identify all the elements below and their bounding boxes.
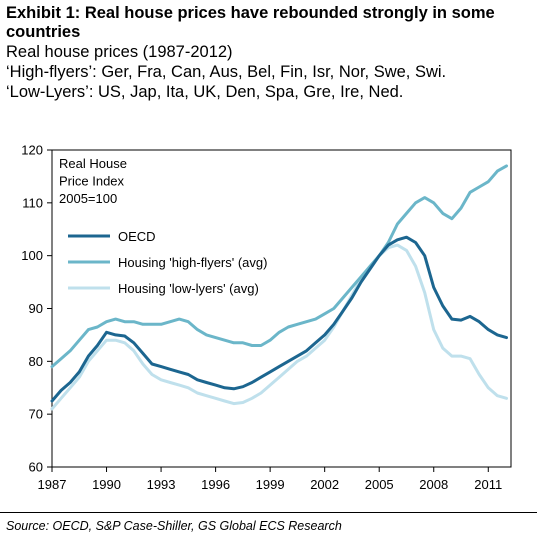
subtitle-line-1: Real house prices (1987-2012): [6, 43, 233, 61]
legend-label-2: Housing 'low-lyers' (avg): [118, 281, 259, 296]
chart-header: Exhibit 1: Real house prices have reboun…: [6, 4, 534, 102]
line-chart: 60 70 80 90 100 110 120 1987 1990 1993 1996 1999 200…: [21, 143, 512, 492]
annotation-line-1: Real House: [59, 156, 127, 171]
series-line-1: [50, 164, 508, 369]
subtitle-line-2: ‘High-flyers’: Ger, Fra, Can, Aus, Bel, …: [6, 63, 447, 81]
source-divider: [0, 512, 537, 513]
x-tick-label: 1990: [92, 477, 121, 492]
legend-label-0: OECD: [118, 229, 156, 244]
x-tick-label: 2008: [419, 477, 448, 492]
x-tick-label: 2005: [365, 477, 394, 492]
x-tick-label: 1993: [147, 477, 176, 492]
annotation-line-2: Price Index: [59, 174, 125, 189]
x-tick-label: 1996: [201, 477, 230, 492]
annotation-line-3: 2005=100: [59, 191, 117, 206]
y-tick-label: 80: [29, 354, 43, 369]
y-tick-label: 70: [29, 407, 43, 422]
y-tick-label: 90: [29, 301, 43, 316]
y-tick-label: 60: [29, 460, 43, 475]
x-tick-label: 1999: [256, 477, 285, 492]
x-tick-label: 2002: [310, 477, 339, 492]
source-note: Source: OECD, S&P Case-Shiller, GS Globa…: [6, 519, 342, 533]
series-line-2: [50, 243, 508, 411]
x-tick-label: 1987: [38, 477, 67, 492]
y-tick-label: 100: [21, 248, 43, 263]
subtitle-line-3: ‘Low-Lyers’: US, Jap, Ita, UK, Den, Spa,…: [6, 83, 404, 101]
y-tick-label: 120: [21, 143, 43, 158]
y-tick-label: 110: [22, 195, 43, 210]
series-line-0: [50, 235, 508, 403]
chart-series: [50, 164, 508, 411]
legend-label-1: Housing 'high-flyers' (avg): [118, 255, 267, 270]
x-tick-label: 2011: [474, 477, 502, 492]
chart-annotation: Real House Price Index 2005=100: [59, 156, 127, 206]
chart-title: Exhibit 1: Real house prices have reboun…: [6, 4, 495, 41]
chart-axes: 60 70 80 90 100 110 120 1987 1990 1993 1996 1999 200…: [21, 143, 512, 492]
chart-legend: OECD Housing 'high-flyers' (avg) Housing '…: [68, 229, 267, 296]
plot-frame: [51, 149, 512, 468]
